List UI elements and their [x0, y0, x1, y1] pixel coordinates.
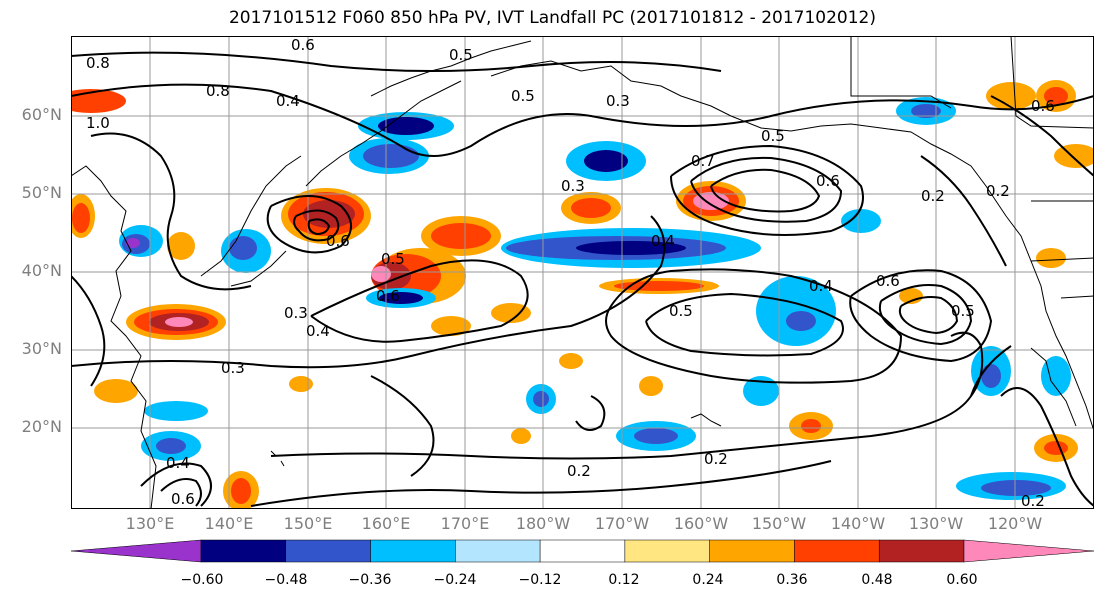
contour-label: 0.6 — [816, 172, 840, 190]
contour-label: 0.8 — [86, 54, 110, 72]
colorbar-segment — [709, 539, 795, 563]
lat-label: 50°N — [21, 183, 62, 202]
colorbar-segment — [70, 539, 202, 563]
lon-label: 150°E — [283, 514, 333, 533]
contour-label: 0.2 — [567, 462, 591, 480]
contour-label: 0.5 — [381, 250, 405, 268]
colorbar-tick: −0.12 — [518, 572, 562, 588]
contour-label: 0.5 — [669, 302, 693, 320]
colorbar-segment — [285, 539, 371, 563]
contour-label: 0.4 — [306, 322, 330, 340]
colorbar-tick: 0.12 — [608, 572, 640, 588]
contour-label: 0.2 — [921, 187, 945, 205]
contour-label: 0.2 — [704, 450, 728, 468]
contour-label: 0.6 — [326, 232, 350, 250]
colorbar-segment — [963, 539, 1095, 563]
lon-label: 150°W — [751, 514, 807, 533]
contour-label: 0.5 — [761, 127, 785, 145]
lon-label: 170°W — [594, 514, 650, 533]
contour-label: 1.0 — [86, 114, 110, 132]
contour-label: 0.5 — [951, 302, 975, 320]
contour-label: 0.6 — [1031, 97, 1055, 115]
contour-label: 0.4 — [809, 277, 833, 295]
colorbar-segment — [200, 539, 287, 563]
colorbar-tick: 0.24 — [692, 572, 724, 588]
contour-label: 0.2 — [1021, 492, 1045, 509]
lon-label: 160°E — [361, 514, 411, 533]
coastlines — [71, 36, 1094, 509]
contour-label: 0.6 — [291, 36, 315, 54]
contour-labels: 0.8 0.6 0.5 0.4 0.5 0.3 0.7 0.5 0.6 0.3 … — [86, 36, 1055, 509]
lon-label: 180°W — [515, 514, 571, 533]
lon-label: 160°W — [673, 514, 729, 533]
colorbar-segment — [794, 539, 880, 563]
lat-label: 20°N — [21, 417, 62, 436]
colorbar-segment — [539, 539, 626, 563]
contour-label: 0.8 — [206, 82, 230, 100]
colorbar-segment — [878, 539, 965, 563]
colorbar-segment — [624, 539, 710, 563]
colorbar-tick: −0.48 — [264, 572, 308, 588]
contour-label: 0.4 — [651, 232, 675, 250]
lon-label: 130°E — [125, 514, 175, 533]
colorbar-tick: −0.36 — [348, 572, 392, 588]
contour-label: 0.5 — [449, 46, 473, 64]
colorbar-tick: 0.60 — [946, 572, 978, 588]
colorbar-segment — [370, 539, 456, 563]
lat-label: 30°N — [21, 339, 62, 358]
map-title: 2017101512 F060 850 hPa PV, IVT Landfall… — [228, 8, 876, 28]
contour-label: 0.3 — [221, 359, 245, 377]
lon-label: 140°W — [830, 514, 886, 533]
contour-label: 0.3 — [606, 92, 630, 110]
contour-label: 0.4 — [166, 454, 190, 472]
lat-label: 40°N — [21, 261, 62, 280]
lon-label: 140°E — [204, 514, 254, 533]
contour-lines — [71, 51, 1094, 507]
contour-label: 0.3 — [284, 304, 308, 322]
contour-label: 0.6 — [376, 287, 400, 305]
colorbar-tick: 0.48 — [861, 572, 893, 588]
colorbar-tick: 0.36 — [776, 572, 808, 588]
colorbar-segment — [455, 539, 541, 563]
colorbar-tick: −0.60 — [180, 572, 224, 588]
contour-label: 0.6 — [876, 272, 900, 290]
lon-label: 170°E — [440, 514, 490, 533]
lat-label: 60°N — [21, 105, 62, 124]
shaded-anomaly-layer — [71, 80, 1094, 509]
graticule — [71, 36, 1094, 509]
lon-label: 120°W — [987, 514, 1043, 533]
contour-label: 0.4 — [276, 92, 300, 110]
colorbar — [70, 539, 1095, 563]
colorbar-tick: −0.24 — [433, 572, 477, 588]
contour-label: 0.7 — [691, 152, 715, 170]
contour-label: 0.5 — [511, 87, 535, 105]
contour-label: 0.3 — [561, 177, 585, 195]
contour-label: 0.2 — [986, 182, 1010, 200]
map-panel: 0.8 0.6 0.5 0.4 0.5 0.3 0.7 0.5 0.6 0.3 … — [71, 36, 1094, 509]
lon-label: 130°W — [908, 514, 964, 533]
contour-label: 0.6 — [171, 490, 195, 508]
